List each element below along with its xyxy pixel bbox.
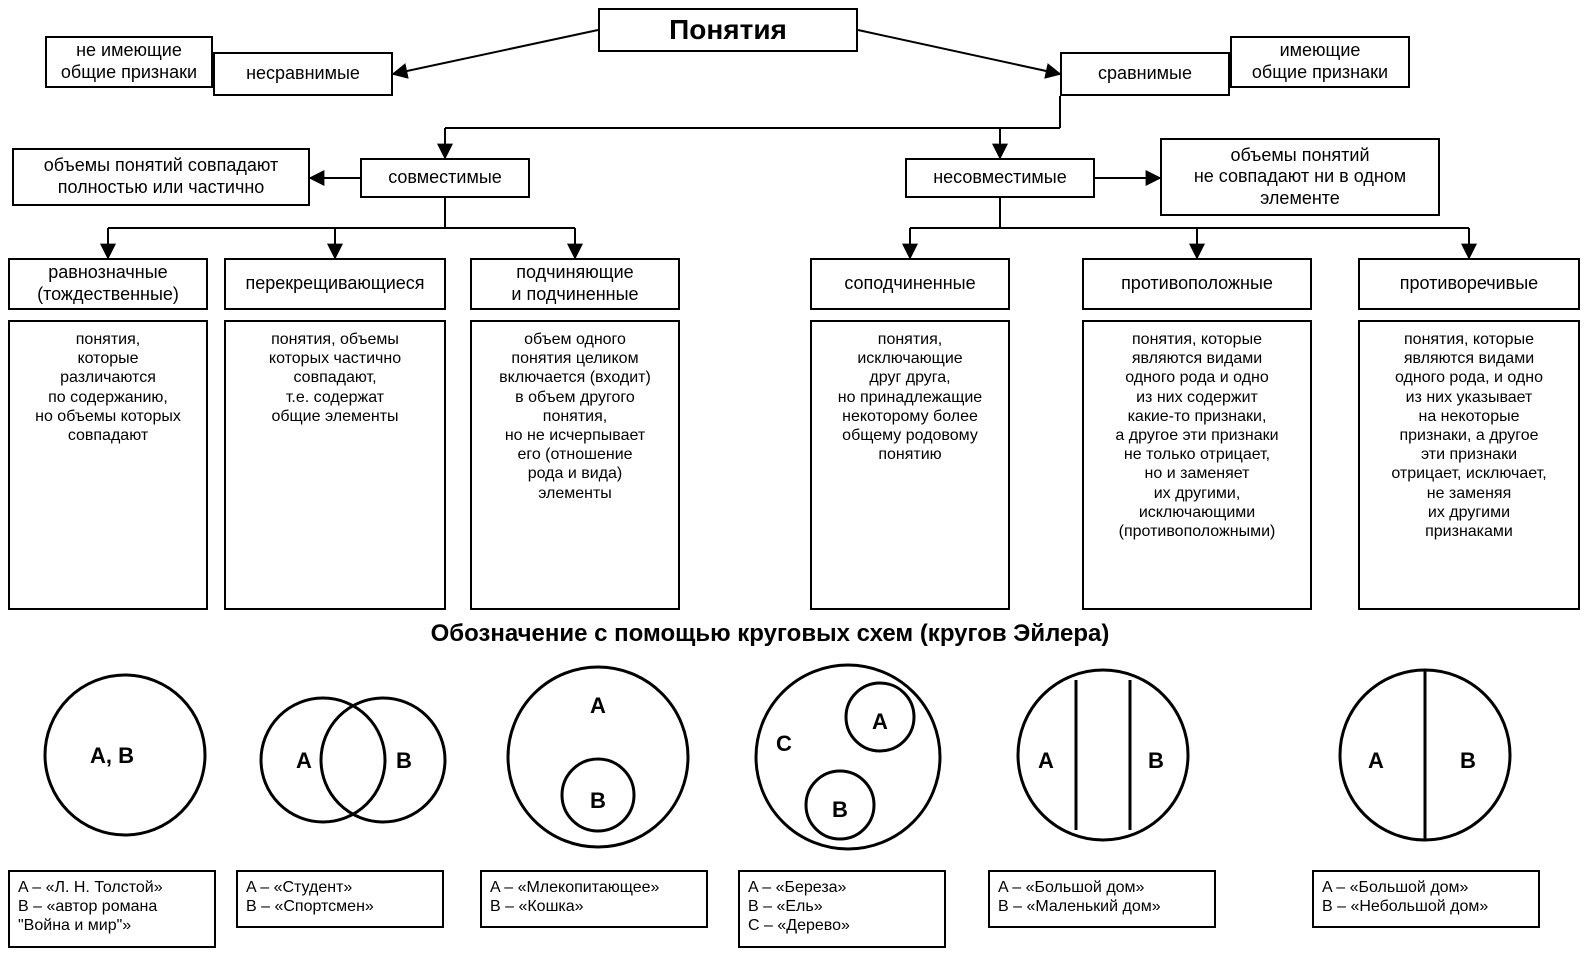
node-t5_d: понятия, которыеявляются видамиодного ро… [1082,320,1312,610]
euler-label: A [296,748,312,774]
node-comparable: сравнимые [1060,52,1230,96]
node-t1_h: равнозначные(тождественные) [8,258,208,310]
node-t5_h: противоположные [1082,258,1312,310]
node-root: Понятия [598,8,858,52]
node-compatible: совместимые [360,158,530,198]
node-ex5: A – «Большой дом»B – «Маленький дом» [988,870,1216,928]
euler-e6: AB [1330,660,1520,860]
node-t3_h: подчиняющиеи подчиненные [470,258,680,310]
node-ex3: A – «Млекопитающее»B – «Кошка» [480,870,708,928]
euler-label: B [1148,748,1164,774]
node-t6_d: понятия, которыеявляются видамиодного ро… [1358,320,1580,610]
node-t2_d: понятия, объемыкоторых частичносовпадают… [224,320,446,610]
diagram-canvas: Понятия несравнимыене имеющиеобщие призна… [0,0,1595,973]
euler-label: B [590,788,606,814]
euler-e3: AB [498,655,698,865]
node-t4_d: понятия,исключающиедруг друга,но принадл… [810,320,1010,610]
node-ex2: A – «Студент»B – «Спортсмен» [236,870,444,928]
euler-label: A, B [90,743,134,769]
euler-label: B [1460,748,1476,774]
node-incompat_note: объемы понятийне совпадают ни в одномэле… [1160,138,1440,216]
euler-label: B [396,748,412,774]
euler-label: A [872,709,888,735]
node-has_common: имеющиеобщие признаки [1230,36,1410,88]
euler-heading: Обозначение с помощью круговых схем (кру… [320,620,1220,648]
euler-label: A [1368,748,1384,774]
node-t2_h: перекрещивающиеся [224,258,446,310]
euler-label: A [590,693,606,719]
node-ex4: A – «Береза»B – «Ель»C – «Дерево» [738,870,946,948]
node-t1_d: понятия,которыеразличаютсяпо содержанию,… [8,320,208,610]
node-t4_h: соподчиненные [810,258,1010,310]
euler-e1: A, B [40,660,210,860]
node-t3_d: объем одногопонятия целикомвключается (в… [470,320,680,610]
euler-label: C [776,731,792,757]
euler-label: B [832,797,848,823]
node-ex6: A – «Большой дом»B – «Небольшой дом» [1312,870,1540,928]
node-incomparable: несравнимые [213,52,393,96]
node-compat_note: объемы понятий совпадаютполностью или ча… [12,148,310,206]
node-incompatible: несовместимые [905,158,1095,198]
euler-e2: AB [248,660,448,860]
node-ex1: A – «Л. Н. Толстой»B – «автор романа"Вой… [8,870,216,948]
euler-label: A [1038,748,1054,774]
euler-e4: C A B [748,655,948,865]
node-no_common: не имеющиеобщие признаки [45,36,213,88]
node-t6_h: противоречивые [1358,258,1580,310]
euler-e5: AB [1008,660,1198,860]
